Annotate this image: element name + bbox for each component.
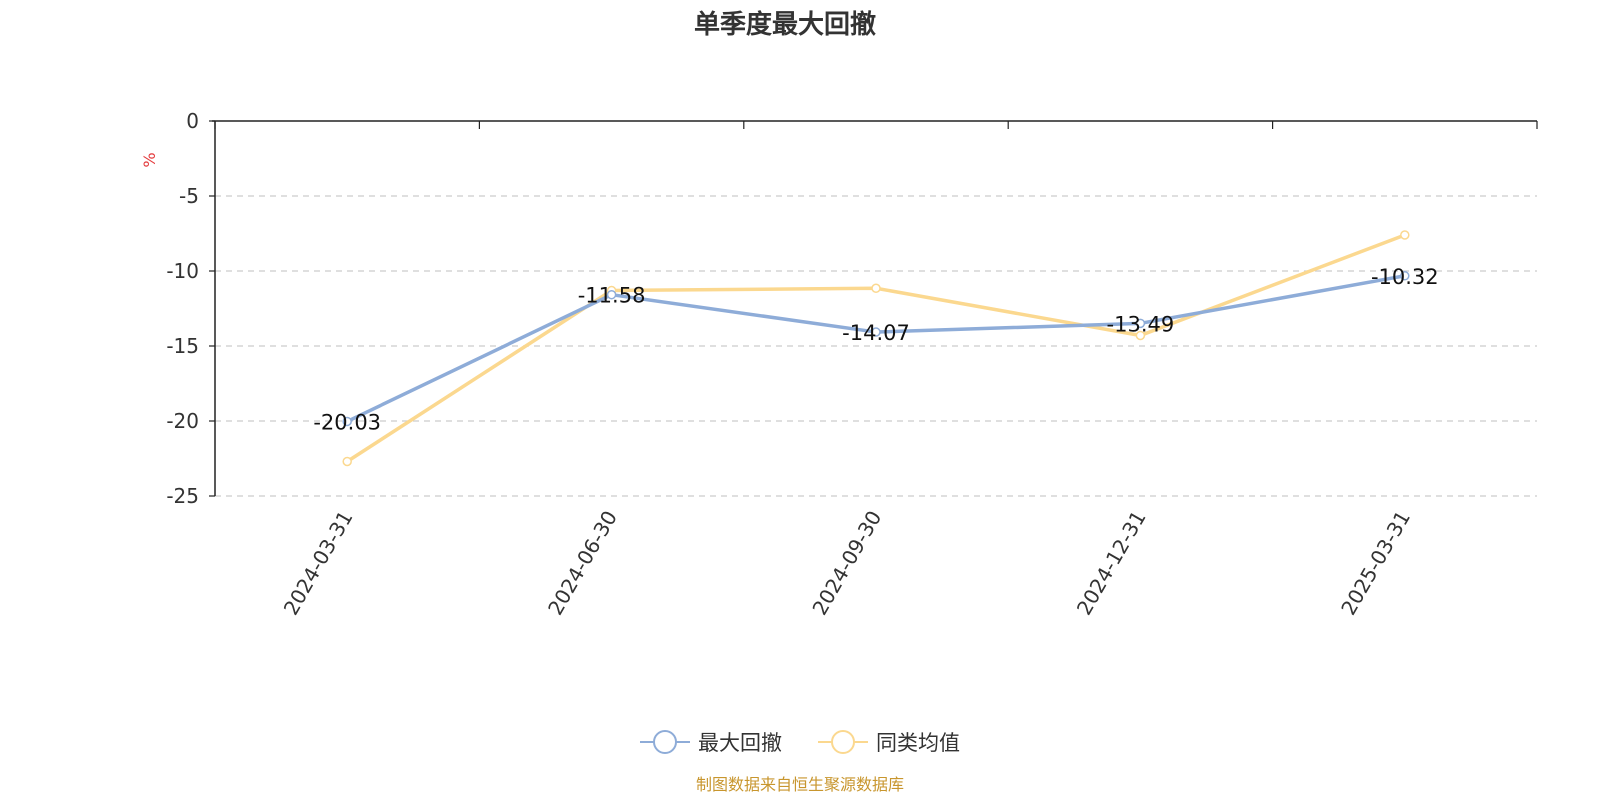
y-tick-label: -10 (166, 259, 199, 283)
x-tick-label: 2024-03-31 (279, 507, 358, 620)
data-point[interactable] (1135, 318, 1146, 329)
x-tick-label: 2025-03-31 (1336, 507, 1415, 620)
data-point[interactable] (871, 327, 881, 337)
legend-marker (831, 730, 855, 754)
data-label: -14.07 (842, 321, 910, 345)
data-label: -20.03 (313, 410, 381, 434)
data-point[interactable] (1400, 230, 1410, 240)
y-ticks: 0 -5 -10 -15 -20 -25 (166, 109, 215, 508)
legend-item-max-drawdown[interactable]: 最大回撤 (640, 730, 782, 755)
legend-item-peer-average[interactable]: 同类均值 (818, 730, 960, 755)
data-point[interactable] (1135, 330, 1146, 341)
series-line (346, 274, 1406, 424)
data-point[interactable] (606, 289, 617, 300)
legend-label: 最大回撤 (698, 731, 782, 755)
series-max-drawdown (342, 271, 1410, 427)
x-tick-label: 2024-06-30 (543, 507, 622, 620)
chart-title: 单季度最大回撤 (694, 9, 876, 40)
data-point[interactable] (1400, 271, 1410, 281)
legend-label: 同类均值 (876, 731, 960, 755)
y-tick-label: 0 (186, 109, 199, 133)
data-label: -11.58 (578, 284, 646, 308)
x-tick-label: 2024-09-30 (807, 507, 886, 620)
axes (212, 120, 1537, 496)
data-label: -10.32 (1371, 265, 1439, 289)
data-label: -13.49 (1107, 312, 1175, 336)
data-point[interactable] (342, 416, 352, 427)
legend[interactable]: 最大回撤 同类均值 (640, 730, 960, 755)
y-tick-label: -5 (179, 184, 199, 208)
series-layer (342, 230, 1410, 467)
data-labels: -20.03 -11.58 -14.07 -13.49 -10.32 (313, 265, 1438, 435)
y-tick-label: -20 (166, 409, 199, 433)
grid-lines (215, 195, 1537, 497)
x-tick-label: 2024-12-31 (1072, 507, 1151, 620)
series-line (346, 233, 1406, 463)
y-tick-label: -15 (166, 334, 199, 358)
data-point[interactable] (871, 283, 881, 293)
legend-marker (653, 730, 677, 754)
y-axis-label: % (140, 152, 159, 167)
data-point[interactable] (342, 456, 352, 467)
y-tick-label: -25 (166, 484, 199, 508)
source-note: 制图数据来自恒生聚源数据库 (696, 775, 904, 794)
